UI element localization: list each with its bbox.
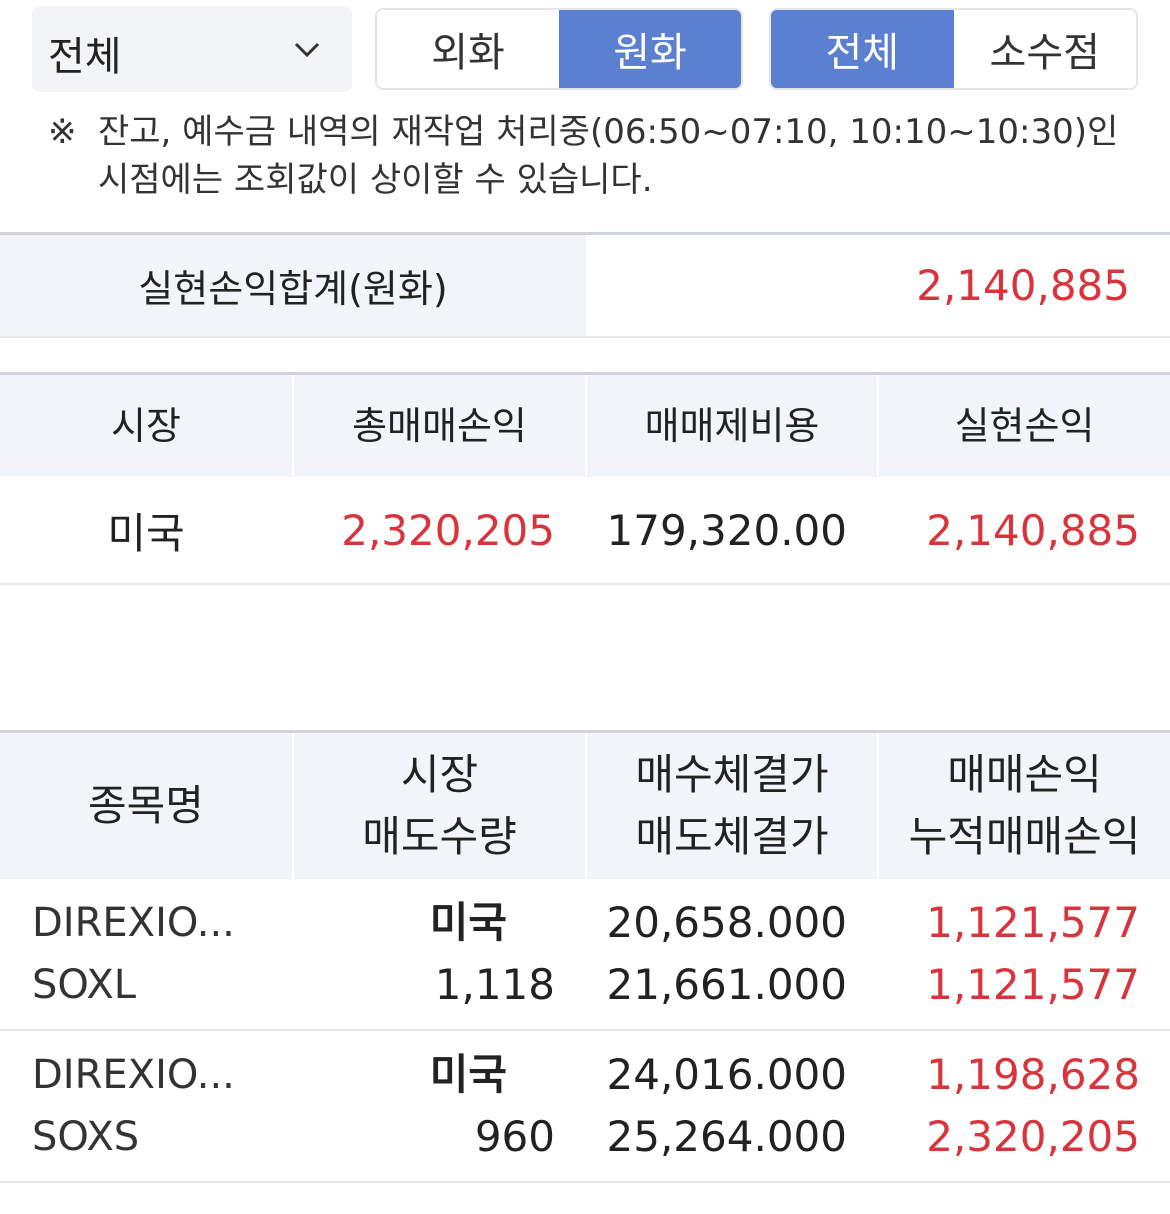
header-total-pl: 총매매손익 — [292, 375, 585, 477]
cell-market-qty: 미국 960 — [292, 1031, 585, 1181]
table-row: 미국 2,320,205 179,320.00 2,140,885 — [0, 477, 1170, 585]
stock-pl-table: 종목명 시장 매도수량 매수체결가 매도체결가 매매손익 누적매매손익 DIRE… — [0, 730, 1170, 1183]
stock-ticker: SOXL — [32, 962, 137, 1008]
sell-price: 21,661.000 — [606, 960, 847, 1009]
stock-market: 미국 — [429, 898, 507, 947]
currency-toggle: 외화 원화 — [375, 8, 743, 90]
table-header: 종목명 시장 매도수량 매수체결가 매도체결가 매매손익 누적매매손익 — [0, 733, 1170, 879]
stock-name: DIREXIO... — [32, 1052, 235, 1098]
cell-prices: 20,658.000 21,661.000 — [585, 879, 877, 1029]
notice: ※ 잔고, 예수금 내역의 재작업 처리중(06:50~07:10, 10:10… — [48, 108, 1148, 204]
header-prices: 매수체결가 매도체결가 — [585, 733, 877, 879]
table-row[interactable]: DIREXIO... SOXS 미국 960 24,016.000 25,264… — [0, 1031, 1170, 1183]
trade-pl: 1,198,628 — [926, 1050, 1140, 1099]
stock-market: 미국 — [429, 1050, 507, 1099]
cumulative-pl: 1,121,577 — [926, 960, 1140, 1009]
notice-mark: ※ — [48, 112, 77, 152]
cell-fees: 179,320.00 — [606, 505, 847, 555]
buy-price: 24,016.000 — [606, 1050, 847, 1099]
buy-price: 20,658.000 — [606, 898, 847, 947]
header-fees: 매매제비용 — [585, 375, 877, 477]
tab-fractional-shares[interactable]: 소수점 — [989, 30, 1100, 76]
cell-pl: 1,121,577 1,121,577 — [877, 879, 1170, 1029]
sell-qty: 1,118 — [434, 960, 555, 1009]
sell-qty: 960 — [474, 1112, 555, 1161]
header-realized-pl: 실현손익 — [877, 375, 1170, 477]
table-header: 시장 총매매손익 매매제비용 실현손익 — [0, 375, 1170, 477]
realized-pl-summary: 실현손익합계(원화) 2,140,885 — [0, 232, 1170, 338]
tab-won-currency[interactable]: 원화 — [559, 10, 741, 88]
chevron-down-icon — [294, 42, 320, 58]
tab-all-shares[interactable]: 전체 — [771, 10, 954, 88]
cell-prices: 24,016.000 25,264.000 — [585, 1031, 877, 1181]
header-market-qty: 시장 매도수량 — [292, 733, 585, 879]
table-row[interactable]: DIREXIO... SOXL 미국 1,118 20,658.000 21,6… — [0, 879, 1170, 1031]
account-filter-dropdown[interactable]: 전체 — [32, 6, 352, 92]
tab-foreign-currency[interactable]: 외화 — [431, 30, 505, 76]
cell-stock-name: DIREXIO... SOXL — [0, 879, 292, 1029]
market-pl-table: 시장 총매매손익 매매제비용 실현손익 미국 2,320,205 179,320… — [0, 372, 1170, 585]
notice-text: 잔고, 예수금 내역의 재작업 처리중(06:50~07:10, 10:10~1… — [98, 112, 1119, 200]
cell-total-pl: 2,320,205 — [341, 505, 555, 555]
cell-pl: 1,198,628 2,320,205 — [877, 1031, 1170, 1181]
cell-stock-name: DIREXIO... SOXS — [0, 1031, 292, 1181]
header-market: 시장 — [111, 404, 181, 448]
header-pl: 매매손익 누적매매손익 — [877, 733, 1170, 879]
cumulative-pl: 2,320,205 — [926, 1112, 1140, 1161]
decimal-toggle: 전체 소수점 — [769, 8, 1138, 90]
header-stock-name: 종목명 — [88, 781, 204, 830]
summary-value: 2,140,885 — [916, 261, 1130, 310]
cell-market-qty: 미국 1,118 — [292, 879, 585, 1029]
stock-name: DIREXIO... — [32, 900, 235, 946]
filter-bar: 전체 외화 원화 전체 소수점 — [32, 6, 1138, 92]
trade-pl: 1,121,577 — [926, 898, 1140, 947]
cell-market: 미국 — [107, 508, 185, 558]
dropdown-label: 전체 — [48, 34, 122, 80]
stock-ticker: SOXS — [32, 1114, 140, 1160]
sell-price: 25,264.000 — [606, 1112, 847, 1161]
cell-realized-pl: 2,140,885 — [926, 505, 1140, 555]
summary-label: 실현손익합계(원화) — [0, 235, 586, 336]
